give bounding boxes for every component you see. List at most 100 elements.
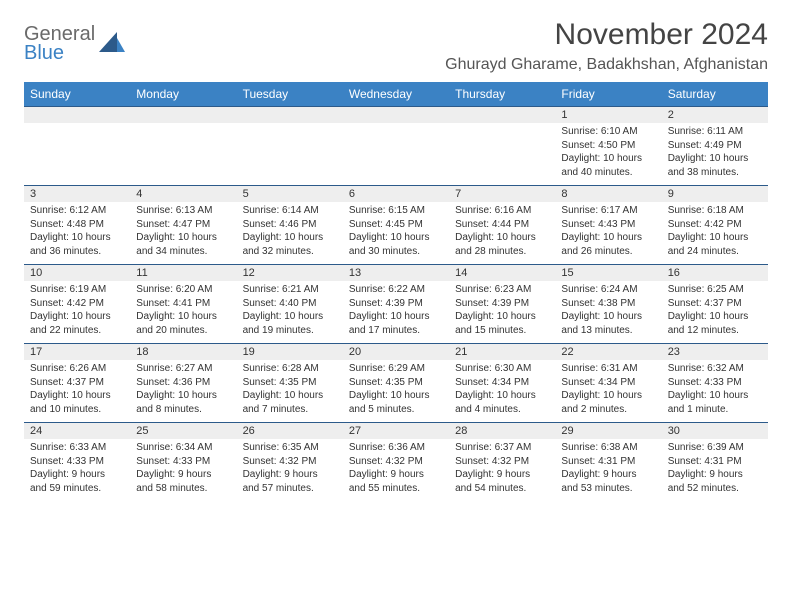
day-detail-cell: Sunrise: 6:34 AMSunset: 4:33 PMDaylight:… <box>130 439 236 501</box>
day-number-cell: 17 <box>24 344 130 361</box>
sunrise-line: Sunrise: 6:11 AM <box>668 125 762 139</box>
sunrise-line: Sunrise: 6:25 AM <box>668 283 762 297</box>
day-detail-cell: Sunrise: 6:36 AMSunset: 4:32 PMDaylight:… <box>343 439 449 501</box>
logo: General Blue <box>24 18 125 63</box>
day-number-cell <box>24 107 130 124</box>
day-detail-cell <box>24 123 130 186</box>
day-number-cell <box>449 107 555 124</box>
day-number-cell: 26 <box>237 423 343 440</box>
weekday-header: Saturday <box>662 82 768 107</box>
day-number-cell: 20 <box>343 344 449 361</box>
day-number-cell: 9 <box>662 186 768 203</box>
sunset-line: Sunset: 4:35 PM <box>243 376 337 390</box>
day-number-cell <box>343 107 449 124</box>
sunset-line: Sunset: 4:34 PM <box>455 376 549 390</box>
day-number-cell: 2 <box>662 107 768 124</box>
sunset-line: Sunset: 4:37 PM <box>668 297 762 311</box>
weekday-header: Thursday <box>449 82 555 107</box>
calendar-body: 12Sunrise: 6:10 AMSunset: 4:50 PMDayligh… <box>24 107 768 502</box>
sunset-line: Sunset: 4:36 PM <box>136 376 230 390</box>
sunrise-line: Sunrise: 6:21 AM <box>243 283 337 297</box>
sunrise-line: Sunrise: 6:33 AM <box>30 441 124 455</box>
sunset-line: Sunset: 4:46 PM <box>243 218 337 232</box>
day-detail-cell: Sunrise: 6:17 AMSunset: 4:43 PMDaylight:… <box>555 202 661 265</box>
day-detail-cell: Sunrise: 6:20 AMSunset: 4:41 PMDaylight:… <box>130 281 236 344</box>
day-detail-cell: Sunrise: 6:39 AMSunset: 4:31 PMDaylight:… <box>662 439 768 501</box>
sunrise-line: Sunrise: 6:15 AM <box>349 204 443 218</box>
day-detail-cell <box>237 123 343 186</box>
sunset-line: Sunset: 4:33 PM <box>668 376 762 390</box>
day-detail-cell: Sunrise: 6:26 AMSunset: 4:37 PMDaylight:… <box>24 360 130 423</box>
day-number-row: 17181920212223 <box>24 344 768 361</box>
day-detail-row: Sunrise: 6:19 AMSunset: 4:42 PMDaylight:… <box>24 281 768 344</box>
daylight-line: Daylight: 10 hours and 28 minutes. <box>455 231 549 258</box>
sunrise-line: Sunrise: 6:27 AM <box>136 362 230 376</box>
daylight-line: Daylight: 10 hours and 20 minutes. <box>136 310 230 337</box>
day-number-cell: 8 <box>555 186 661 203</box>
day-detail-cell: Sunrise: 6:12 AMSunset: 4:48 PMDaylight:… <box>24 202 130 265</box>
day-number-cell: 22 <box>555 344 661 361</box>
sunset-line: Sunset: 4:37 PM <box>30 376 124 390</box>
day-detail-cell <box>130 123 236 186</box>
sunset-line: Sunset: 4:49 PM <box>668 139 762 153</box>
day-detail-cell: Sunrise: 6:29 AMSunset: 4:35 PMDaylight:… <box>343 360 449 423</box>
sunrise-line: Sunrise: 6:38 AM <box>561 441 655 455</box>
day-detail-cell: Sunrise: 6:25 AMSunset: 4:37 PMDaylight:… <box>662 281 768 344</box>
day-number-cell: 12 <box>237 265 343 282</box>
daylight-line: Daylight: 10 hours and 5 minutes. <box>349 389 443 416</box>
sunrise-line: Sunrise: 6:12 AM <box>30 204 124 218</box>
day-detail-cell: Sunrise: 6:24 AMSunset: 4:38 PMDaylight:… <box>555 281 661 344</box>
day-number-row: 12 <box>24 107 768 124</box>
sunrise-line: Sunrise: 6:13 AM <box>136 204 230 218</box>
sunrise-line: Sunrise: 6:16 AM <box>455 204 549 218</box>
day-detail-cell: Sunrise: 6:16 AMSunset: 4:44 PMDaylight:… <box>449 202 555 265</box>
calendar-table: SundayMondayTuesdayWednesdayThursdayFrid… <box>24 82 768 501</box>
daylight-line: Daylight: 10 hours and 38 minutes. <box>668 152 762 179</box>
sunrise-line: Sunrise: 6:24 AM <box>561 283 655 297</box>
day-number-cell: 7 <box>449 186 555 203</box>
weekday-header: Friday <box>555 82 661 107</box>
daylight-line: Daylight: 10 hours and 4 minutes. <box>455 389 549 416</box>
sunrise-line: Sunrise: 6:19 AM <box>30 283 124 297</box>
day-detail-cell: Sunrise: 6:14 AMSunset: 4:46 PMDaylight:… <box>237 202 343 265</box>
day-number-cell: 28 <box>449 423 555 440</box>
day-detail-cell: Sunrise: 6:19 AMSunset: 4:42 PMDaylight:… <box>24 281 130 344</box>
day-detail-cell: Sunrise: 6:23 AMSunset: 4:39 PMDaylight:… <box>449 281 555 344</box>
day-number-cell: 23 <box>662 344 768 361</box>
daylight-line: Daylight: 9 hours and 53 minutes. <box>561 468 655 495</box>
weekday-header: Sunday <box>24 82 130 107</box>
sunset-line: Sunset: 4:39 PM <box>455 297 549 311</box>
day-number-cell: 13 <box>343 265 449 282</box>
sunset-line: Sunset: 4:32 PM <box>349 455 443 469</box>
day-number-cell: 5 <box>237 186 343 203</box>
day-detail-cell: Sunrise: 6:28 AMSunset: 4:35 PMDaylight:… <box>237 360 343 423</box>
day-number-cell: 10 <box>24 265 130 282</box>
header: General Blue November 2024 Ghurayd Ghara… <box>24 18 768 74</box>
daylight-line: Daylight: 10 hours and 17 minutes. <box>349 310 443 337</box>
weekday-header: Tuesday <box>237 82 343 107</box>
sunset-line: Sunset: 4:32 PM <box>243 455 337 469</box>
sunset-line: Sunset: 4:50 PM <box>561 139 655 153</box>
day-detail-row: Sunrise: 6:12 AMSunset: 4:48 PMDaylight:… <box>24 202 768 265</box>
sunrise-line: Sunrise: 6:29 AM <box>349 362 443 376</box>
day-number-cell: 15 <box>555 265 661 282</box>
day-detail-row: Sunrise: 6:33 AMSunset: 4:33 PMDaylight:… <box>24 439 768 501</box>
daylight-line: Daylight: 10 hours and 13 minutes. <box>561 310 655 337</box>
daylight-line: Daylight: 10 hours and 30 minutes. <box>349 231 443 258</box>
daylight-line: Daylight: 9 hours and 54 minutes. <box>455 468 549 495</box>
sunset-line: Sunset: 4:42 PM <box>668 218 762 232</box>
day-detail-cell: Sunrise: 6:32 AMSunset: 4:33 PMDaylight:… <box>662 360 768 423</box>
daylight-line: Daylight: 9 hours and 55 minutes. <box>349 468 443 495</box>
sunset-line: Sunset: 4:38 PM <box>561 297 655 311</box>
day-detail-cell: Sunrise: 6:33 AMSunset: 4:33 PMDaylight:… <box>24 439 130 501</box>
day-detail-cell: Sunrise: 6:30 AMSunset: 4:34 PMDaylight:… <box>449 360 555 423</box>
day-number-cell: 3 <box>24 186 130 203</box>
day-detail-cell: Sunrise: 6:13 AMSunset: 4:47 PMDaylight:… <box>130 202 236 265</box>
daylight-line: Daylight: 9 hours and 58 minutes. <box>136 468 230 495</box>
sunset-line: Sunset: 4:43 PM <box>561 218 655 232</box>
sunrise-line: Sunrise: 6:22 AM <box>349 283 443 297</box>
day-number-row: 3456789 <box>24 186 768 203</box>
day-number-cell: 24 <box>24 423 130 440</box>
daylight-line: Daylight: 10 hours and 34 minutes. <box>136 231 230 258</box>
day-number-cell: 14 <box>449 265 555 282</box>
